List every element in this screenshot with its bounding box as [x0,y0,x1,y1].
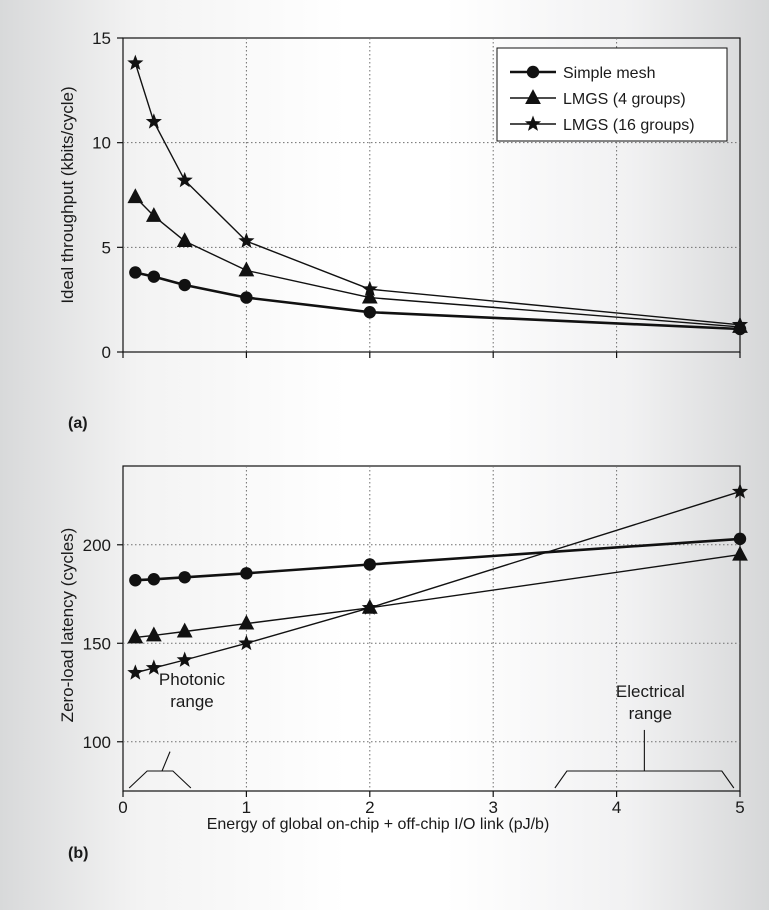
panel-a-series-line-2 [134,62,741,326]
panel-b-y-axis-label: Zero-load latency (cycles) [58,528,77,723]
panel-b-series [127,483,749,680]
range-annotation-text: Photonic [159,670,226,689]
panel-b-data-point [240,567,253,580]
panel-a-series-line-1 [134,196,741,328]
panel-b-ticks: 100 150 200 0 1 2 3 4 5 [83,536,745,817]
panel-a-data-point [361,280,378,297]
panel-b-data-point [176,651,193,667]
panel-b-y-tick-label: 100 [83,733,111,752]
panel-b-grid [123,466,740,791]
legend-entry-label: LMGS (16 groups) [563,117,695,134]
panel-b-data-point [238,634,255,651]
panel-b-data-point [731,483,749,499]
range-pointer-line [161,751,171,772]
panel-a-data-point [176,232,193,248]
panel-b-x-tick-label: 1 [242,798,251,817]
panel-b-x-tick-label: 2 [365,798,374,817]
legend-triangle-marker-icon [525,89,541,104]
range-bracket [128,770,192,789]
panel-a-data-point [238,232,255,248]
panel-b-series-line-1 [135,553,741,639]
panel-a-throughput-chart: 0 5 10 15 Ideal throughput (kbits/cycle) Si… [58,29,749,432]
legend: Simple mesh LMGS (4 groups) LMGS (16 group… [496,47,728,142]
panel-b-series-line-2 [135,490,741,674]
panel-b-data-point [127,628,144,644]
panel-a-y-tick-label: 5 [102,238,111,257]
panel-a-series [127,54,749,336]
panel-a-data-point [731,316,749,332]
panel-b-y-tick-label: 150 [83,634,111,653]
panel-a-y-tick-label: 15 [92,29,111,48]
panel-a-data-point [238,261,255,277]
panel-a-data-point [240,291,253,304]
range-bracket [554,770,735,789]
panel-b-data-point [145,626,162,642]
legend-entry-label: Simple mesh [563,65,655,82]
panel-a-y-tick-label: 0 [102,343,111,362]
range-annotation-text: Electrical [616,682,685,701]
panel-a-data-point [363,306,376,319]
panel-b-data-point [176,622,193,638]
panel-b-data-point [129,574,142,587]
range-annotation-text: range [629,704,672,723]
panel-a-data-point [127,188,144,204]
panel-b-data-point [361,599,378,615]
panel-b-data-point [127,664,144,680]
panel-a-data-point [178,278,191,292]
range-annotation-text: range [170,692,213,711]
panel-b-x-tick-label: 3 [488,798,497,817]
panel-a-data-point [147,270,161,283]
legend-circle-marker-icon [526,65,540,79]
panel-a-series-line-0 [135,271,741,331]
panel-b-data-point [363,558,376,571]
panel-a-data-point [127,54,144,70]
panel-a-data-point [361,288,378,304]
panel-b-data-point [178,571,191,584]
legend-entry-label: LMGS (4 groups) [563,91,686,108]
panel-a-data-point [129,266,142,279]
panel-b-data-point [732,545,748,561]
panel-b-data-point [147,573,161,586]
panel-a-y-axis-label: Ideal throughput (kbits/cycle) [58,86,77,303]
panel-b-data-point [238,614,255,630]
panel-a-ticks: 0 5 10 15 [92,29,741,362]
legend-star-marker-icon [524,115,542,131]
panel-b-data-point [733,532,747,546]
panel-b-x-tick-label: 5 [735,798,744,817]
panel-b-latency-chart: 100 150 200 0 1 2 3 4 5 Zero-load latency (cycle… [58,465,749,862]
panel-a-y-tick-label: 10 [92,134,111,153]
panel-b-annotations: Photonic range Electrical range [128,670,735,789]
panel-b-data-point [145,659,162,675]
panel-a-frame [122,37,741,353]
panel-a-data-point [145,207,162,222]
panel-b-frame [122,465,741,792]
panel-b-label: (b) [68,845,88,862]
panel-a-label: (a) [68,415,88,432]
x-axis-label: Energy of global on-chip + off-chip I/O … [207,816,550,833]
panel-b-y-tick-label: 200 [83,536,111,555]
panel-b-x-tick-label: 4 [612,798,621,817]
panel-b-x-tick-label: 0 [118,798,127,817]
panel-b-series-line-0 [135,537,741,582]
panel-a-data-point [176,171,193,188]
panel-a-data-point [145,113,162,129]
